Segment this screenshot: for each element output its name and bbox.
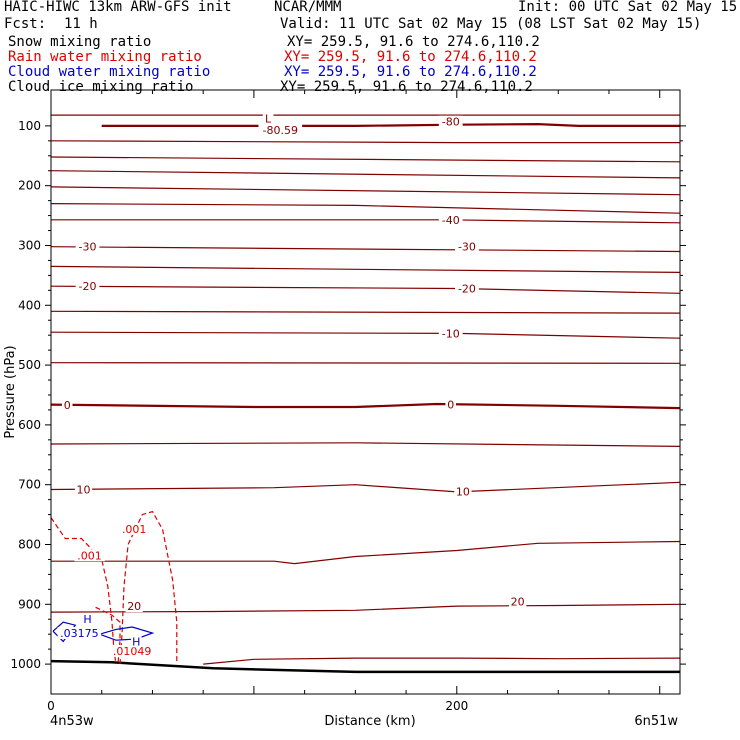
temperature-contour-9 xyxy=(50,265,681,273)
temperature-contour-15 xyxy=(50,442,681,447)
x-axis-title: Distance (km) xyxy=(324,714,415,729)
plot-frame xyxy=(50,89,681,695)
field-coords-rain: XY= 259.5, 91.6 to 274.6,110.2 xyxy=(284,49,537,65)
cloud-water-label-1: .03175 xyxy=(60,627,99,640)
field-name-cloud-water: Cloud water mixing ratio xyxy=(8,64,211,80)
rain-label-bg-0 xyxy=(118,522,150,535)
y-tick-label-1: 200 xyxy=(18,179,41,193)
temperature-label-bg-5 xyxy=(455,240,479,253)
temperature-contour-3 xyxy=(50,156,681,163)
terrain-line xyxy=(50,659,680,674)
temperature-contour-4 xyxy=(50,170,681,179)
temperature-label-9: 0 xyxy=(64,399,71,412)
field-coords-cloud-ice: XY= 259.5, 91.6 to 274.6,110.2 xyxy=(280,79,533,95)
x-tick-label-0: 0 xyxy=(47,699,55,713)
temperature-contour-14 xyxy=(50,402,681,410)
temperature-label-bg-8 xyxy=(438,327,463,340)
field-name-snow: Snow mixing ratio xyxy=(8,34,152,50)
y-axis-title: Pressure (hPa) xyxy=(3,345,18,438)
cloud-water-label-2: H xyxy=(132,635,140,648)
rain-contour-1 xyxy=(119,510,178,665)
y-tick-label-4: 500 xyxy=(18,358,41,372)
temperature-label-bg-10 xyxy=(445,398,457,411)
temperature-label-7: -20 xyxy=(458,283,476,296)
temperature-label-5: -30 xyxy=(458,241,476,254)
cloud-water-contour-1 xyxy=(99,626,155,641)
y-tick-label-9: 1000 xyxy=(10,657,41,671)
cloud-water-label-bg-2 xyxy=(130,635,142,648)
field-name-cloud-ice: Cloud ice mixing ratio xyxy=(8,79,194,95)
temperature-label-3: -40 xyxy=(442,214,460,227)
temperature-contour-13 xyxy=(50,362,681,364)
temperature-contour-8 xyxy=(50,246,681,253)
temperature-label-bg-12 xyxy=(454,485,472,498)
temperature-label-8: -10 xyxy=(442,327,460,340)
temperature-label-11: 10 xyxy=(76,483,90,496)
temperature-label-bg-9 xyxy=(61,399,73,412)
rain-label-bg-1 xyxy=(74,549,105,562)
temperature-label-bg-11 xyxy=(74,483,93,496)
forecast-label: Fcst: xyxy=(4,16,47,32)
rain-label-2: .01049 xyxy=(113,645,152,658)
x-endpoint-left: 4n53w xyxy=(50,714,94,729)
temperature-contour-16 xyxy=(50,481,681,493)
rain-contour-0 xyxy=(50,517,117,665)
y-tick-label-2: 300 xyxy=(18,238,41,252)
temperature-label-0: -80 xyxy=(442,116,460,129)
temperature-contour-6 xyxy=(50,203,681,214)
temperature-label-4: -30 xyxy=(79,241,97,254)
temperature-label-10: 0 xyxy=(447,399,454,412)
temperature-label-bg-3 xyxy=(438,213,463,226)
forecast-hours: 11 h xyxy=(64,16,98,32)
field-name-rain: Rain water mixing ratio xyxy=(8,49,202,65)
y-tick-label-0: 100 xyxy=(18,119,41,133)
temperature-contour-19 xyxy=(203,657,681,665)
temperature-label-1: -80.59 xyxy=(263,124,298,137)
temperature-label-bg-4 xyxy=(75,240,100,253)
temperature-label-13: 20 xyxy=(127,600,141,613)
valid-time: Valid: 11 UTC Sat 02 May 15 (08 LST Sat … xyxy=(280,16,702,32)
y-tick-label-5: 600 xyxy=(18,418,41,432)
temperature-label-12: 10 xyxy=(456,485,470,498)
temperature-label-bg-0 xyxy=(438,115,463,128)
cloud-water-label-bg-1 xyxy=(57,627,102,640)
temperature-contour-17 xyxy=(51,540,681,565)
temperature-label-bg-1 xyxy=(258,124,303,137)
field-coords-cloud-water: XY= 259.5, 91.6 to 274.6,110.2 xyxy=(284,64,537,80)
x-tick-label-1: 200 xyxy=(445,699,468,713)
temperature-label-14: 20 xyxy=(511,595,525,608)
cloud-water-label-bg-0 xyxy=(82,613,93,626)
temperature-label-bg-14 xyxy=(509,595,527,608)
cloud-water-label-0: H xyxy=(83,613,91,626)
temperature-contour-12 xyxy=(50,331,681,339)
temperature-label-bg-13 xyxy=(125,600,143,613)
x-endpoint-right: 6n51w xyxy=(634,714,678,729)
temperature-label-bg-6 xyxy=(75,280,100,293)
temperature-contour-7 xyxy=(51,219,681,224)
rain-label-0: .001 xyxy=(122,523,147,536)
rain-label-1: .001 xyxy=(77,549,102,562)
y-tick-label-6: 700 xyxy=(18,478,41,492)
temperature-label-bg-7 xyxy=(455,282,479,295)
temperature-contour-0 xyxy=(101,122,680,128)
rain-contour-2 xyxy=(95,606,121,665)
temperature-label-6: -20 xyxy=(79,280,97,293)
y-tick-label-7: 800 xyxy=(18,537,41,551)
temperature-label-2: L xyxy=(265,113,272,126)
org-label: NCAR/MMM xyxy=(274,0,342,15)
temperature-contour-5 xyxy=(50,186,681,196)
field-coords-snow: XY= 259.5, 91.6 to 274.6,110.2 xyxy=(287,34,540,50)
model-title: HAIC-HIWC 13km ARW-GFS init xyxy=(4,0,232,15)
temperature-contour-10 xyxy=(50,285,681,294)
y-tick-label-8: 900 xyxy=(18,597,41,611)
temperature-contour-18 xyxy=(50,603,681,613)
rain-label-bg-2 xyxy=(110,644,154,657)
init-time: Init: 00 UTC Sat 02 May 15 xyxy=(518,0,738,15)
temperature-contour-2 xyxy=(50,140,680,144)
temperature-label-bg-2 xyxy=(262,112,274,125)
temperature-contour-11 xyxy=(50,310,681,314)
y-tick-label-3: 400 xyxy=(18,298,41,312)
